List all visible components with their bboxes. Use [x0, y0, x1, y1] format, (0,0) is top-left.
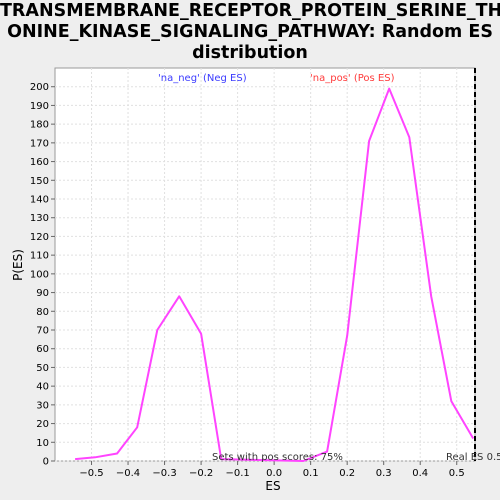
y-tick-label: 80 [36, 307, 49, 318]
y-axis-title: P(ES) [11, 249, 25, 281]
x-tick-label: 0.5 [449, 468, 465, 479]
x-tick-label: 0.0 [266, 468, 282, 479]
plot-area [55, 68, 475, 461]
y-tick-label: 170 [30, 138, 49, 149]
y-tick-label: 180 [30, 120, 49, 131]
y-tick-label: 200 [30, 82, 49, 93]
x-tick-label: −0.5 [79, 468, 103, 479]
x-tick-label: −0.2 [189, 468, 213, 479]
y-tick-label: 160 [30, 157, 49, 168]
y-tick-label: 140 [30, 195, 49, 206]
y-tick-label: 100 [30, 269, 49, 280]
neg-es-annotation: 'na_neg' (Neg ES) [158, 73, 247, 84]
x-tick-label: 0.1 [303, 468, 319, 479]
y-tick-label: 110 [30, 251, 49, 262]
pos-scores-annotation: Sets with pos scores: 75% [212, 452, 343, 463]
y-tick-label: 0 [43, 457, 49, 468]
pos-es-annotation: 'na_pos' (Pos ES) [310, 73, 395, 84]
y-tick-label: 10 [36, 438, 49, 449]
x-tick-label: 0.3 [376, 468, 392, 479]
y-tick-label: 120 [30, 232, 49, 243]
x-tick-label: −0.4 [116, 468, 140, 479]
y-tick-label: 30 [36, 400, 49, 411]
y-tick-label: 40 [36, 382, 49, 393]
y-tick-label: 90 [36, 288, 49, 299]
x-tick-label: 0.4 [412, 468, 428, 479]
y-tick-label: 20 [36, 419, 49, 430]
y-tick-label: 130 [30, 213, 49, 224]
y-tick-label: 190 [30, 101, 49, 112]
y-tick-label: 150 [30, 176, 49, 187]
y-tick-label: 50 [36, 363, 49, 374]
x-axis-title: ES [265, 479, 280, 493]
real-es-label: Real ES 0.55 [446, 452, 500, 463]
y-tick-label: 60 [36, 344, 49, 355]
x-tick-label: 0.2 [339, 468, 355, 479]
x-tick-label: −0.3 [152, 468, 176, 479]
x-tick-label: −0.1 [225, 468, 249, 479]
y-tick-label: 70 [36, 326, 49, 337]
